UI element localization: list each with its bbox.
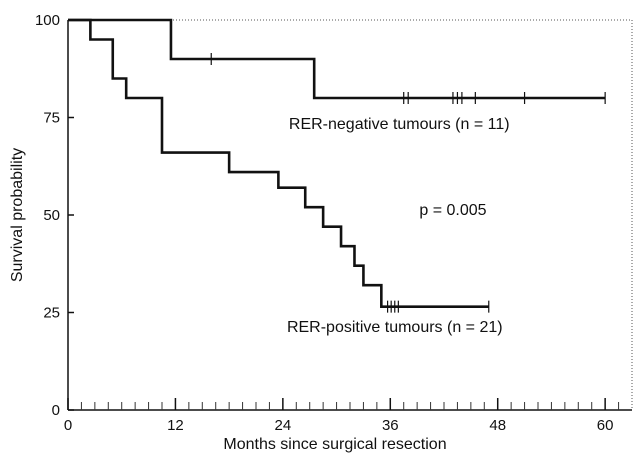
annotation-label: RER-positive tumours (n = 21)	[287, 319, 503, 336]
survival-curve-series-2	[68, 18, 489, 308]
y-tick-label: 50	[43, 207, 60, 224]
axes	[67, 19, 633, 411]
annotation-label: p = 0.005	[419, 202, 486, 219]
annotation-label: RER-negative tumours (n = 11)	[289, 116, 510, 133]
series-layer	[68, 18, 606, 313]
y-tick-label: 100	[35, 12, 60, 29]
text-layer: 0 12 24 36 48 60 0 25 50 75 100 Months since surgic…	[9, 12, 613, 453]
x-tick-label: 24	[275, 417, 292, 434]
x-tick-label: 12	[167, 417, 184, 434]
y-tick-label: 25	[43, 305, 60, 322]
y-axis-title: Survival probability	[9, 148, 26, 282]
x-tick-label: 60	[597, 417, 614, 434]
x-tick-label: 0	[64, 417, 72, 434]
x-tick-label: 36	[382, 417, 399, 434]
x-axis-title: Months since surgical resection	[223, 436, 446, 453]
y-tick-label: 0	[52, 402, 60, 419]
x-tick-label: 48	[489, 417, 506, 434]
survival-curve-series-1	[68, 18, 606, 100]
y-tick-label: 75	[43, 110, 60, 127]
